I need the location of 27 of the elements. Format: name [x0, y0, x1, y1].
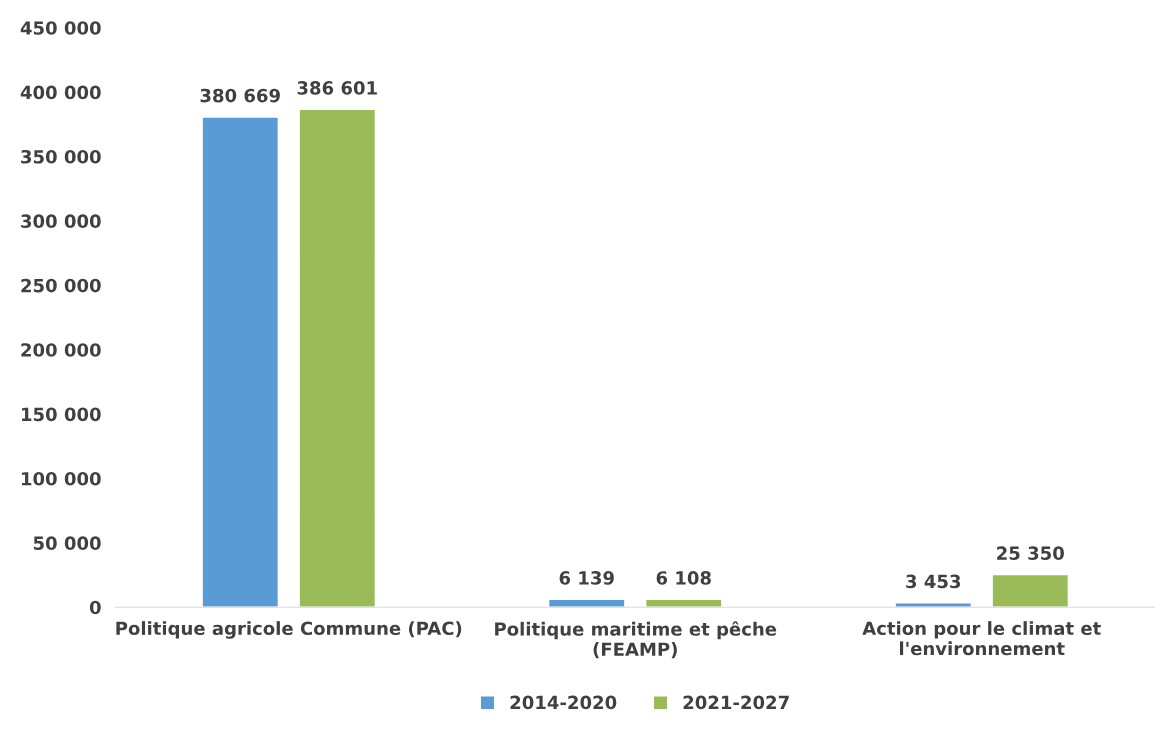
data-label: 380 669 — [200, 88, 280, 103]
y-tick-label: 450 000 — [20, 21, 101, 35]
data-label: 3 453 — [906, 574, 961, 589]
bar — [547, 598, 626, 608]
data-label: 25 350 — [997, 546, 1064, 560]
bar — [298, 108, 377, 608]
y-tick-label: 0 — [89, 600, 101, 615]
y-tick-label: 300 000 — [21, 214, 101, 228]
bar — [201, 116, 280, 608]
data-label: 6 108 — [656, 571, 711, 585]
x-tick-label: Action pour le climat et l'environnement — [862, 621, 1101, 656]
x-tick-label: Politique agricole Commune (PAC) — [116, 621, 462, 639]
legend-label: 2021-2027 — [683, 695, 789, 710]
x-tick-label: Politique maritime et pêche (FEAMP) — [495, 621, 777, 659]
y-tick-label: 200 000 — [21, 343, 101, 357]
data-label: 386 601 — [297, 81, 377, 95]
y-tick-label: 250 000 — [21, 278, 101, 293]
bar — [991, 573, 1070, 608]
bar — [644, 598, 723, 608]
legend-label: 2014-2020 — [510, 695, 617, 710]
y-tick-label: 50 000 — [33, 536, 101, 550]
y-tick-label: 350 000 — [21, 149, 101, 164]
y-tick-label: 150 000 — [21, 407, 101, 422]
bar — [894, 602, 973, 608]
y-tick-label: 400 000 — [20, 85, 101, 100]
y-tick-label: 100 000 — [21, 471, 101, 486]
data-label: 6 139 — [559, 571, 614, 585]
